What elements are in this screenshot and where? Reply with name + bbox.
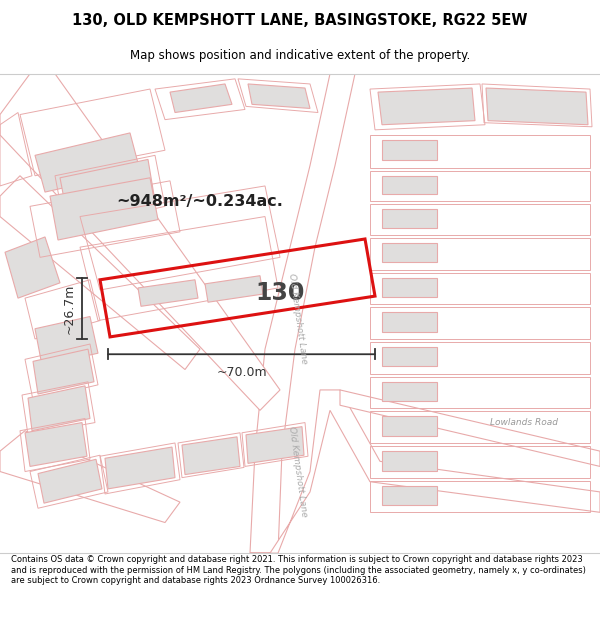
Polygon shape [248, 84, 310, 108]
Polygon shape [138, 280, 198, 306]
Text: Old Kempshott Lane: Old Kempshott Lane [287, 426, 309, 518]
Polygon shape [33, 349, 94, 394]
Polygon shape [60, 159, 155, 219]
Polygon shape [382, 209, 437, 227]
Polygon shape [382, 486, 437, 505]
Text: Old Kempshott Lane: Old Kempshott Lane [287, 272, 309, 364]
Text: Contains OS data © Crown copyright and database right 2021. This information is : Contains OS data © Crown copyright and d… [11, 555, 586, 585]
Text: Lowlands Road: Lowlands Road [490, 418, 558, 427]
Polygon shape [35, 316, 98, 366]
Polygon shape [0, 431, 180, 522]
Polygon shape [382, 382, 437, 401]
Polygon shape [105, 447, 175, 489]
Polygon shape [182, 437, 240, 474]
Polygon shape [205, 276, 263, 302]
Polygon shape [25, 422, 87, 466]
Polygon shape [382, 243, 437, 262]
Polygon shape [486, 88, 588, 125]
Polygon shape [28, 386, 90, 431]
Polygon shape [382, 451, 437, 471]
Polygon shape [382, 176, 437, 194]
Polygon shape [0, 176, 200, 369]
Polygon shape [382, 312, 437, 332]
Text: Map shows position and indicative extent of the property.: Map shows position and indicative extent… [130, 49, 470, 62]
Polygon shape [0, 74, 280, 411]
Polygon shape [382, 416, 437, 436]
Polygon shape [382, 278, 437, 297]
Text: 130: 130 [256, 281, 305, 305]
Polygon shape [250, 390, 600, 553]
Polygon shape [5, 237, 60, 298]
Text: 130, OLD KEMPSHOTT LANE, BASINGSTOKE, RG22 5EW: 130, OLD KEMPSHOTT LANE, BASINGSTOKE, RG… [72, 13, 528, 28]
Polygon shape [382, 347, 437, 366]
Polygon shape [246, 427, 304, 463]
Text: ~948m²/~0.234ac.: ~948m²/~0.234ac. [116, 194, 283, 209]
Polygon shape [378, 88, 475, 125]
Polygon shape [340, 390, 600, 466]
Text: ~26.7m: ~26.7m [63, 283, 76, 334]
Polygon shape [50, 177, 158, 240]
Polygon shape [382, 140, 437, 161]
Polygon shape [35, 133, 140, 192]
Polygon shape [250, 74, 355, 553]
Polygon shape [38, 459, 102, 503]
Text: ~70.0m: ~70.0m [216, 366, 267, 379]
Polygon shape [170, 84, 232, 112]
